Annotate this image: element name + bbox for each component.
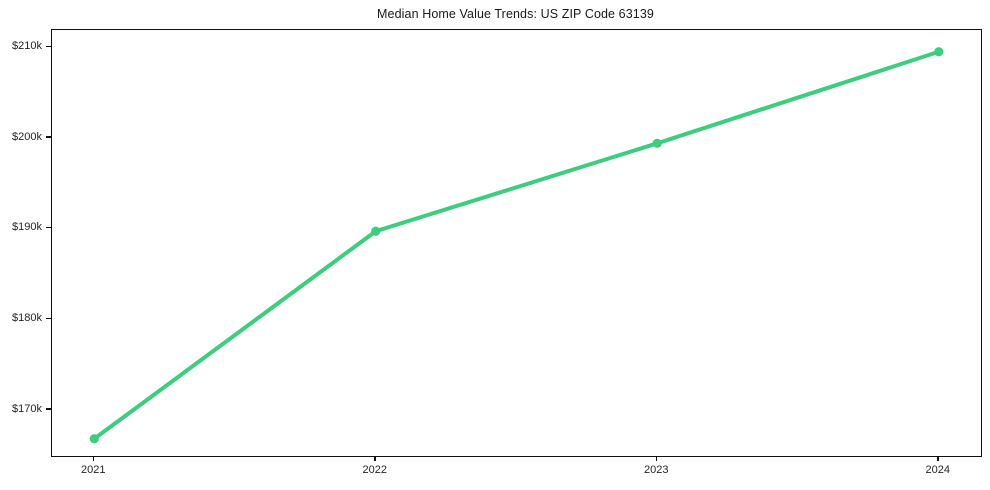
- x-tick-label: 2021: [80, 464, 106, 476]
- y-tick-label: $210k: [12, 40, 42, 53]
- y-tick-label: $190k: [12, 221, 42, 234]
- data-point: [652, 138, 662, 148]
- x-tick-mark: [374, 456, 376, 462]
- trend-line: [92, 49, 941, 441]
- y-tick-label: $200k: [12, 130, 42, 143]
- data-point: [89, 434, 99, 444]
- x-tick-label: 2024: [925, 464, 950, 476]
- y-tick-mark: [46, 45, 51, 48]
- y-tick-label: $180k: [12, 312, 42, 325]
- y-tick-mark: [46, 408, 51, 410]
- chart-title: Median Home Value Trends: US ZIP Code 63…: [377, 7, 654, 21]
- line-series-svg: [89, 47, 944, 444]
- x-tick-mark: [92, 456, 95, 462]
- x-tick-mark: [655, 456, 658, 462]
- y-tick-mark: [46, 136, 51, 138]
- data-point: [934, 47, 944, 57]
- y-tick-mark: [46, 317, 51, 319]
- y-tick-label: $170k: [12, 402, 42, 415]
- x-tick-mark: [937, 456, 939, 462]
- y-tick-mark: [46, 226, 51, 229]
- x-tick-label: 2023: [644, 464, 669, 476]
- data-point: [371, 226, 381, 236]
- x-tick-label: 2022: [362, 464, 387, 476]
- plot-area: [51, 29, 982, 457]
